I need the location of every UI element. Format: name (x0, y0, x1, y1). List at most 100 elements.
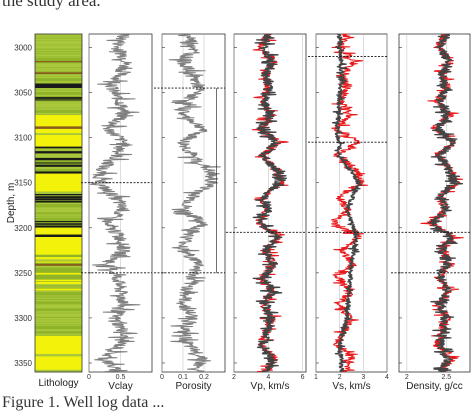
lithology-band (35, 76, 82, 79)
lithology-band (35, 257, 82, 260)
lithology-band (35, 38, 82, 41)
vs-label: Vs, km/s (332, 381, 370, 392)
lithology-band (35, 297, 82, 299)
lithology-band (35, 178, 82, 181)
vp-series-line (252, 33, 287, 373)
depth-tick-label: 3100 (14, 134, 32, 143)
vclay-tick-label: 0 (87, 374, 91, 381)
lithology-band (35, 139, 82, 143)
lithology-band (35, 365, 82, 367)
lithology-band (35, 344, 82, 347)
porosity-tick-label: 0.1 (178, 374, 188, 381)
lithology-band (35, 286, 82, 288)
vs-series-line (331, 33, 368, 373)
depth-tick-label: 3150 (14, 179, 32, 188)
lithology-band (35, 232, 82, 234)
lithology-band (35, 74, 82, 77)
depth-tick-label: 3200 (14, 224, 32, 233)
lithology-band (35, 338, 82, 340)
lithology-band (35, 329, 82, 332)
lithology-band (35, 146, 82, 149)
lithology-band (35, 320, 82, 322)
lithology-band (35, 313, 82, 316)
lithology-band (35, 70, 82, 72)
lithology-band (35, 153, 82, 156)
lithology-band (35, 119, 82, 122)
lithology-band (35, 99, 82, 101)
lithology-band (35, 135, 82, 137)
vclay-tick-label: 0.5 (116, 374, 126, 381)
lithology-band (35, 126, 82, 129)
lithology-band (35, 106, 82, 108)
lithology-band (35, 108, 82, 111)
lithology-band (35, 191, 82, 194)
lithology-band (35, 266, 82, 268)
lithology-band (35, 209, 82, 213)
lithology-band (35, 148, 82, 151)
lithology-band (35, 333, 82, 336)
lithology-band (35, 115, 82, 117)
lithology-band (35, 259, 82, 262)
lithology-band (35, 306, 82, 309)
lithology-band (35, 223, 82, 225)
vclay-series-line (89, 33, 141, 373)
lithology-band (35, 347, 82, 349)
lithology-band (35, 200, 82, 203)
lithology-band (35, 193, 82, 196)
lithology-band (35, 52, 82, 54)
lithology-band (35, 157, 82, 161)
lithology-band (35, 284, 82, 286)
lithology-band (35, 166, 82, 170)
porosity-series-line (168, 33, 221, 373)
lithology-band (35, 40, 82, 44)
caption-bottom: Figure 1. Well log data ... (2, 394, 165, 411)
porosity-tick-label: 0 (160, 374, 164, 381)
lithology-band (35, 322, 82, 324)
lithology-band (35, 279, 82, 282)
lithology-band (35, 56, 82, 58)
vp-tick-label: 4 (266, 374, 270, 381)
vp-tick-label: 2 (232, 374, 236, 381)
lithology-band (35, 175, 82, 177)
lithology-band (35, 349, 82, 352)
porosity-label: Porosity (175, 381, 211, 392)
lithology-band (35, 90, 82, 92)
lithology-band (35, 72, 82, 75)
lithology-band (35, 290, 82, 292)
lithology-band (35, 261, 82, 263)
lithology-band (35, 184, 82, 187)
density-frame (398, 33, 471, 373)
lithology-band (35, 335, 82, 338)
lithology-band (35, 324, 82, 326)
lithology-band (35, 225, 82, 228)
lithology-band (35, 81, 82, 83)
lithology-band (35, 88, 82, 90)
depth-tick-label: 3250 (14, 269, 32, 278)
lithology-band (35, 227, 82, 230)
lithology-band (35, 189, 82, 191)
vclay-label: Vclay (108, 381, 132, 392)
lithology-band (35, 63, 82, 66)
lithology-band (35, 103, 82, 107)
lithology-band (35, 85, 82, 89)
lithology-label: Lithology (38, 378, 78, 389)
lithology-band (35, 198, 82, 201)
lithology-band (35, 299, 82, 302)
lithology-band (35, 133, 82, 136)
lithology-band (35, 353, 82, 357)
lithology-band (35, 239, 82, 242)
lithology-band (35, 295, 82, 297)
lithology-band (35, 137, 82, 139)
lithology-band (35, 214, 82, 216)
lithology-band (35, 97, 82, 99)
lithology-band (35, 196, 82, 199)
caption-top: the study area. (2, 0, 101, 10)
lithology-band (35, 230, 82, 233)
lithology-band (35, 221, 82, 223)
lithology-band (35, 207, 82, 210)
lithology-band (35, 187, 82, 189)
lithology-band (35, 54, 82, 57)
lithology-band (35, 61, 82, 63)
lithology-band (35, 272, 82, 275)
porosity-frame (161, 33, 226, 373)
